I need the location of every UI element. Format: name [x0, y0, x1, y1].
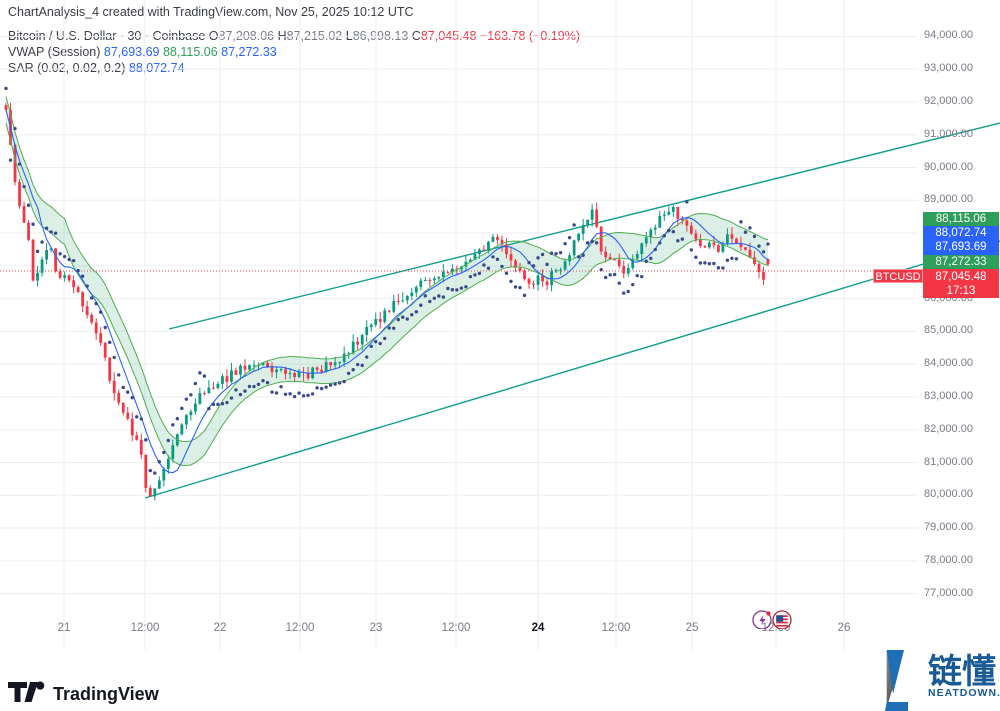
svg-text:NEATDOWN.COM: NEATDOWN.COM — [928, 687, 1000, 699]
svg-text:链懂: 链懂 — [928, 653, 996, 691]
